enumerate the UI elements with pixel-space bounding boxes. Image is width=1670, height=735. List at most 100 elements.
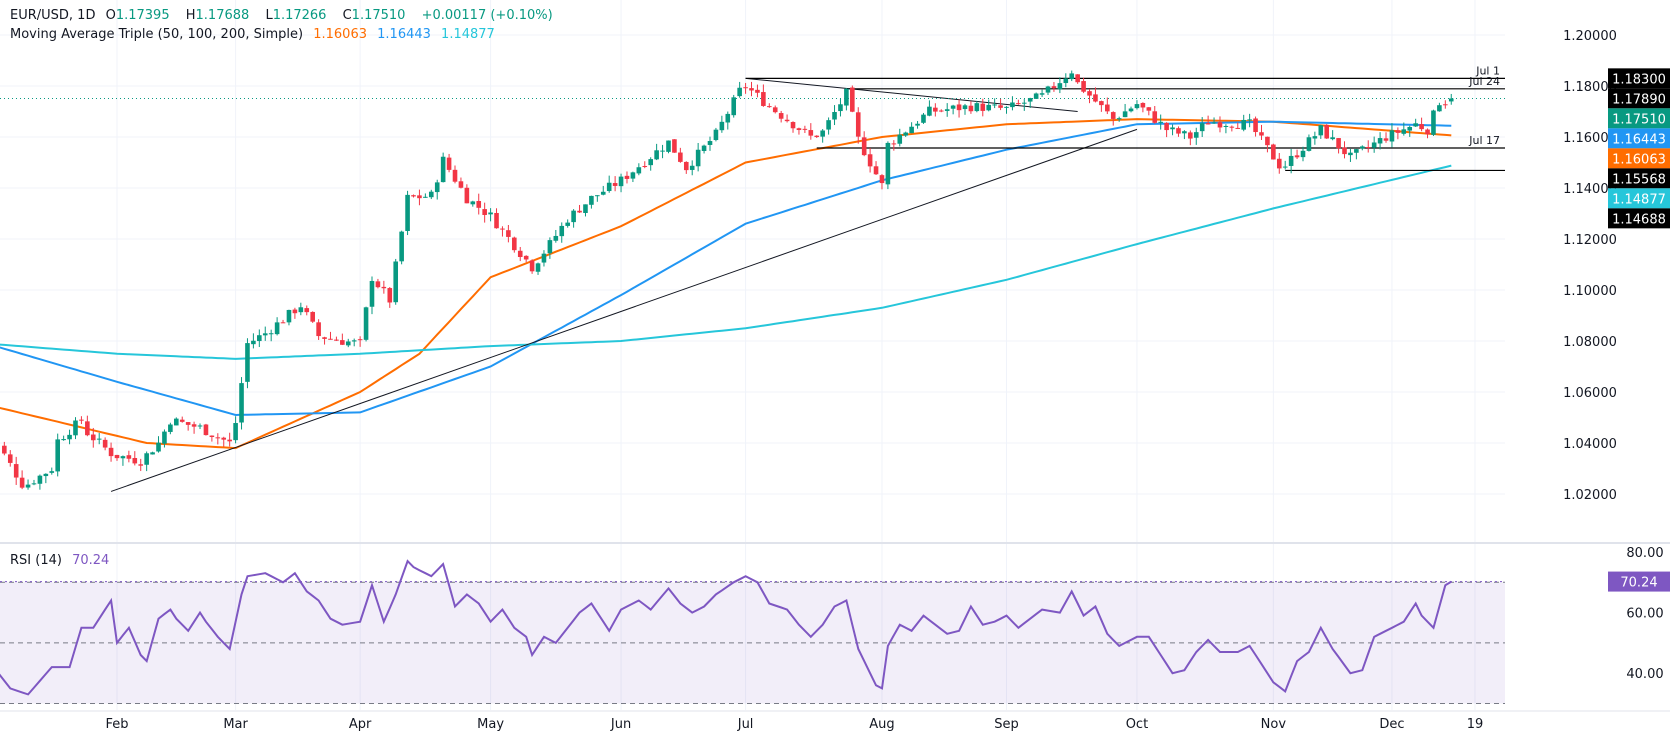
candle-body <box>784 119 790 122</box>
candle <box>719 115 725 133</box>
candle <box>440 152 446 183</box>
candle-body <box>1176 128 1181 134</box>
candle-body <box>381 286 387 289</box>
candle <box>683 161 689 174</box>
candle-body <box>1093 94 1098 102</box>
candle <box>328 331 333 340</box>
candle-body <box>262 333 268 336</box>
change-value: +0.00117 (+0.10%) <box>421 8 553 23</box>
candle <box>1431 109 1436 137</box>
candle <box>565 219 570 228</box>
price-badge <box>1608 148 1670 169</box>
candle <box>666 140 671 154</box>
candle <box>1193 127 1199 145</box>
candle-body <box>571 210 576 223</box>
candle-body <box>1170 127 1175 130</box>
candle-body <box>1443 104 1448 106</box>
price-tick-label: 1.10000 <box>1563 284 1617 299</box>
candle <box>340 333 345 346</box>
time-tick-label: Oct <box>1126 717 1148 732</box>
price-tick-label: 1.02000 <box>1563 488 1617 503</box>
candle-body <box>345 341 351 346</box>
candle <box>678 147 683 163</box>
price-tick-label: 1.06000 <box>1563 386 1617 401</box>
candle <box>500 226 505 237</box>
candle-body <box>832 112 837 120</box>
time-tick-label: May <box>477 717 504 732</box>
candle-body <box>168 424 173 432</box>
candle <box>867 148 873 173</box>
candle <box>85 415 90 437</box>
candle <box>108 442 114 462</box>
rsi-badge-label: 70.24 <box>1620 576 1657 591</box>
candle-body <box>488 212 493 215</box>
candle-body <box>1229 126 1235 128</box>
candle <box>381 280 387 294</box>
candle-body <box>826 120 831 130</box>
candle-body <box>452 169 458 182</box>
candle <box>1211 117 1217 124</box>
candle-body <box>1282 166 1288 168</box>
candle <box>221 436 227 447</box>
time-tick-label: Dec <box>1379 717 1404 732</box>
candle-body <box>938 110 944 112</box>
candle <box>19 470 25 490</box>
candle-body <box>820 130 825 137</box>
candle <box>1259 124 1264 141</box>
candle-body <box>642 166 648 168</box>
price-badge <box>1608 128 1670 149</box>
candle-body <box>268 333 274 335</box>
candle-body <box>1158 121 1163 123</box>
candle-body <box>1253 118 1258 133</box>
candle <box>156 436 161 453</box>
candle-body <box>1360 146 1365 149</box>
candle-body <box>1051 86 1057 89</box>
candle <box>689 160 695 176</box>
candle-body <box>1105 104 1110 112</box>
candle <box>316 319 321 340</box>
candle <box>731 94 737 118</box>
candle <box>767 103 772 108</box>
candle <box>1288 148 1294 174</box>
candle <box>648 157 653 171</box>
candle <box>529 259 535 274</box>
candle-body <box>1235 127 1241 129</box>
candle-body <box>357 339 363 341</box>
candle-body <box>683 161 689 171</box>
candle <box>43 473 49 484</box>
candle <box>998 98 1003 111</box>
candle-body <box>844 88 849 106</box>
candle <box>1081 77 1086 94</box>
candle <box>944 103 950 117</box>
candle <box>1045 85 1051 96</box>
candle-body <box>778 113 784 119</box>
candle <box>132 451 138 466</box>
candle <box>1336 138 1341 154</box>
price-badge <box>1608 188 1670 209</box>
candle <box>838 98 843 117</box>
candle-body <box>61 439 66 441</box>
candle <box>262 326 268 341</box>
candle-body <box>79 419 84 421</box>
candle-body <box>132 457 138 464</box>
candle <box>1401 122 1407 136</box>
candle-body <box>375 281 381 288</box>
candle-body <box>885 142 891 185</box>
candle-body <box>814 135 820 138</box>
candle <box>1087 89 1092 104</box>
candle <box>102 437 108 451</box>
candle-body <box>1377 138 1383 144</box>
candle <box>428 189 434 200</box>
candle <box>334 336 339 341</box>
candle-body <box>1395 130 1401 133</box>
candle-body <box>203 424 209 436</box>
candle <box>488 208 493 222</box>
candle <box>559 222 565 243</box>
candle-body <box>7 454 13 463</box>
candle-body <box>666 140 671 152</box>
candle-body <box>850 87 855 112</box>
candle-body <box>1312 136 1318 139</box>
candle <box>968 101 974 114</box>
ma-legend: Moving Average Triple (50, 100, 200, Sim… <box>10 27 501 42</box>
